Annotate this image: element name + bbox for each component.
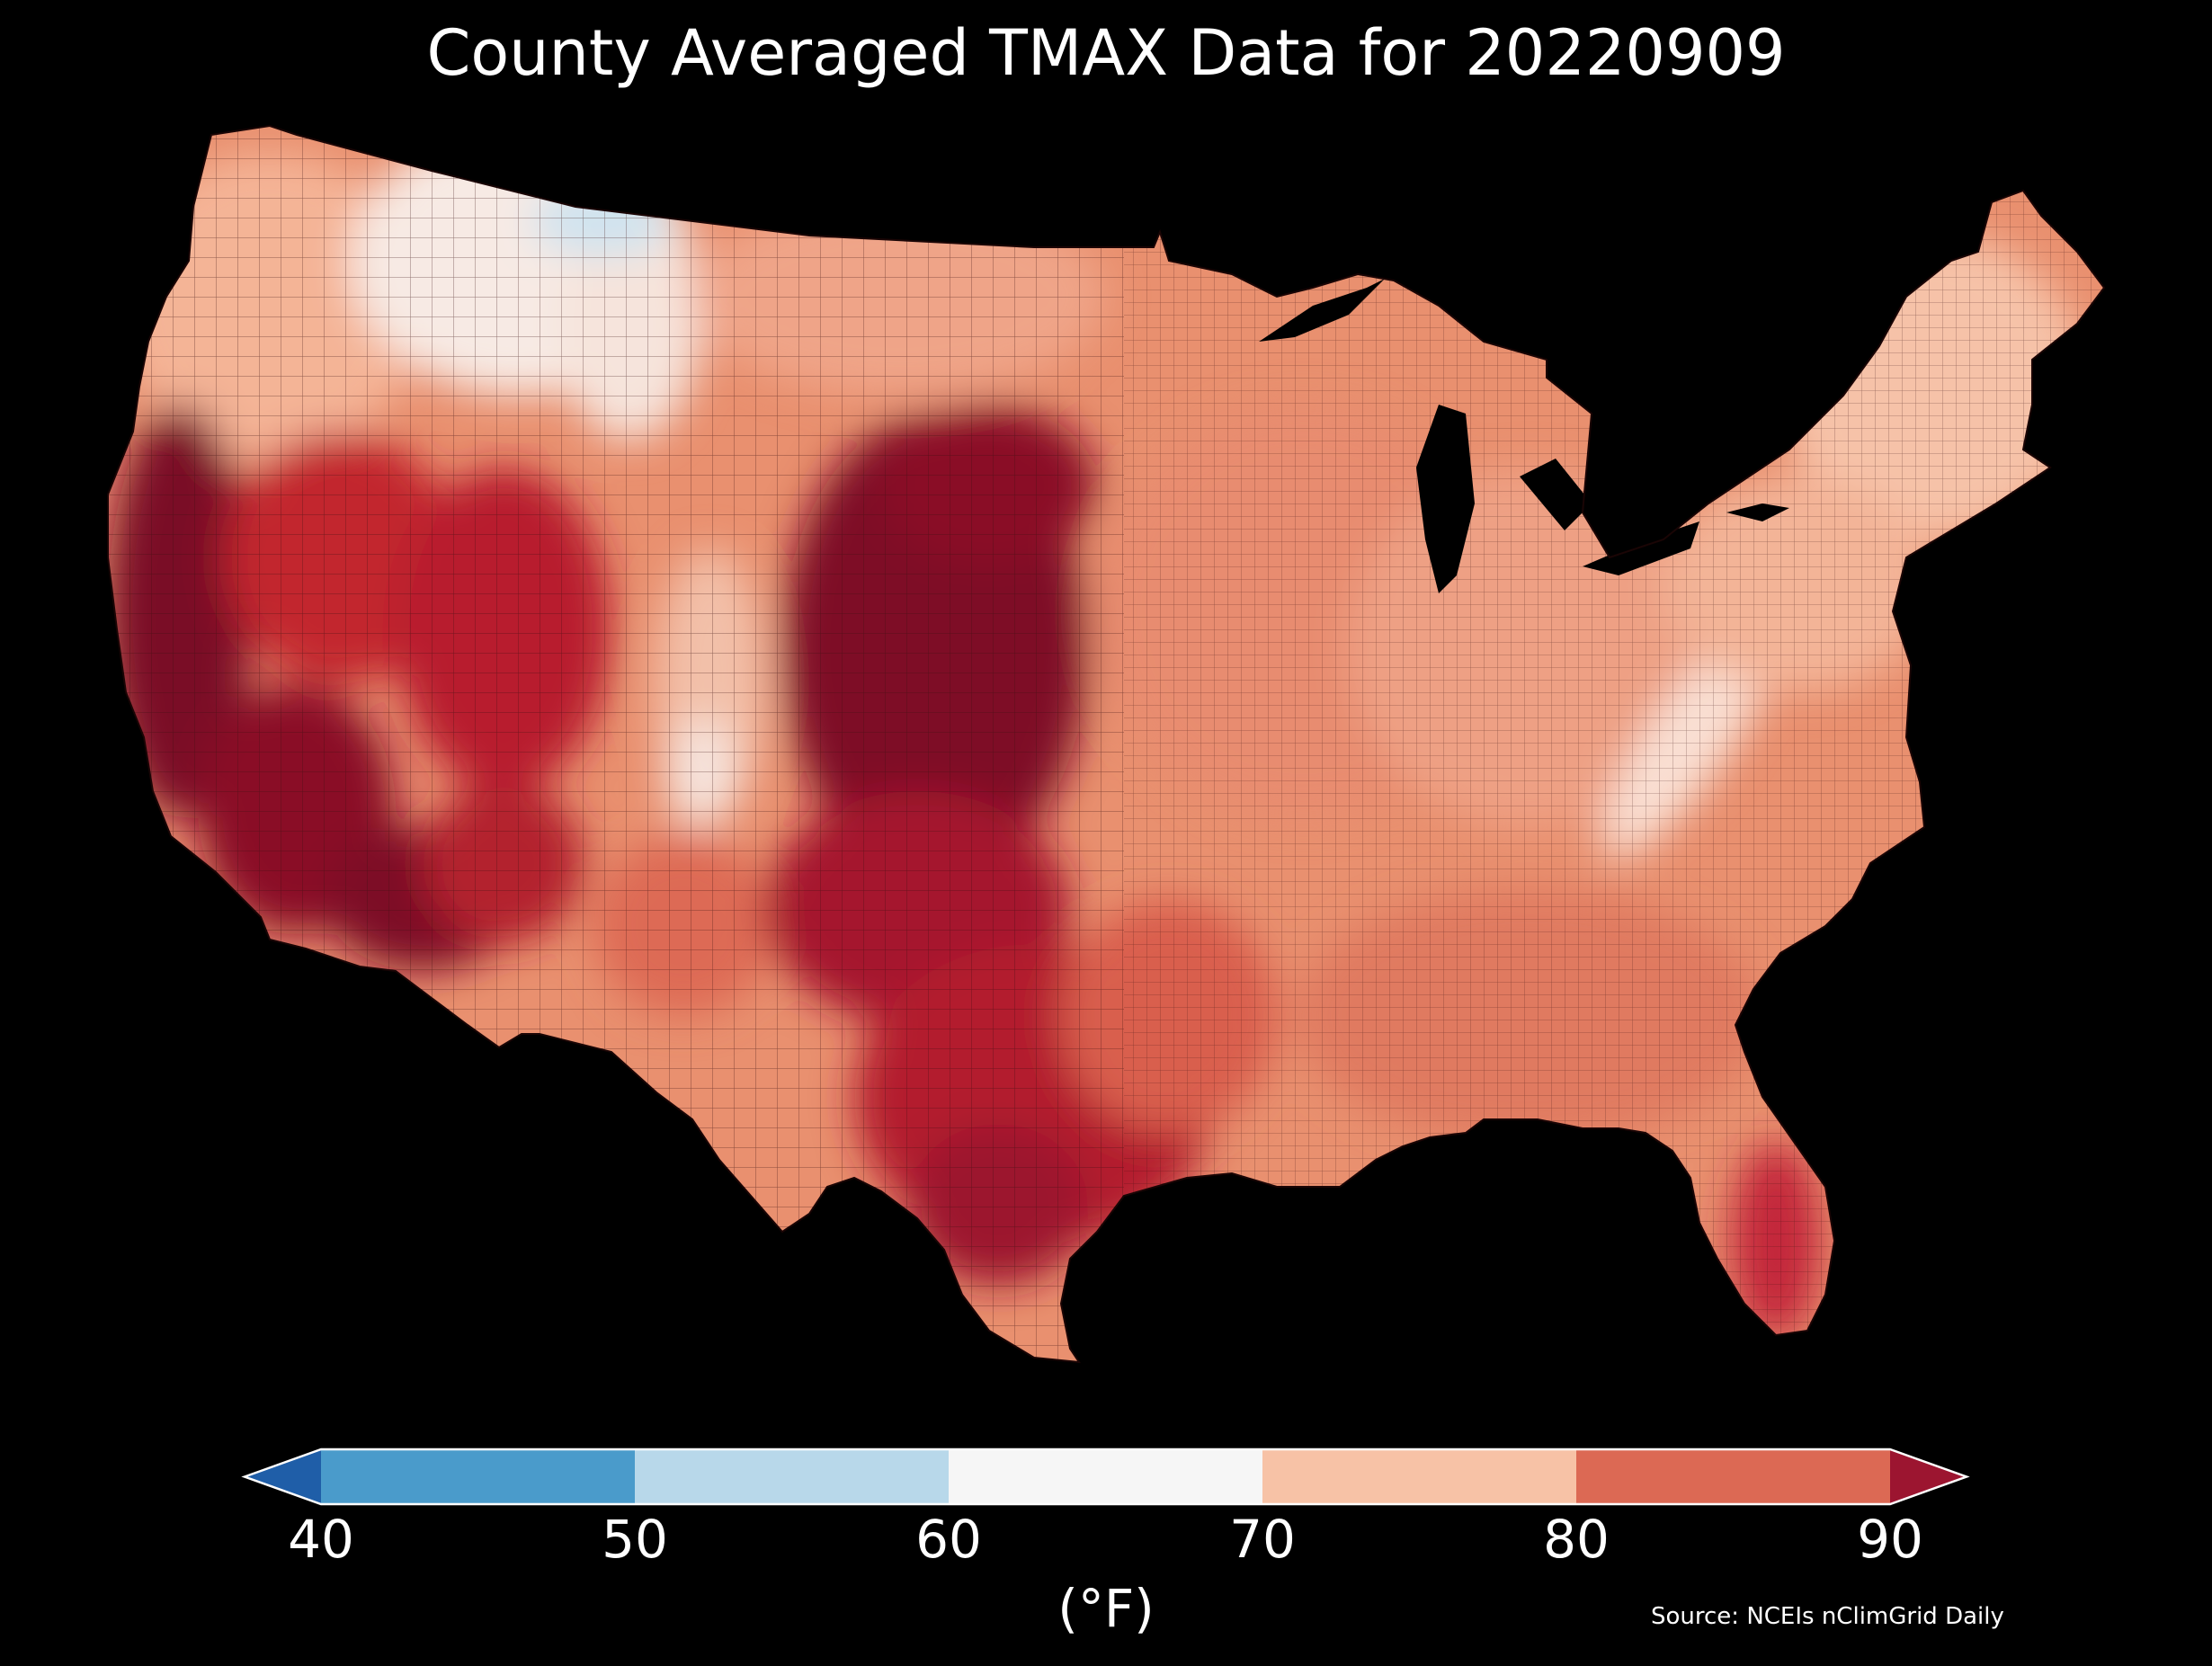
us-county-temperature-map <box>107 125 2105 1363</box>
colorbar-outline <box>241 1448 1970 1506</box>
colorbar-bin-80-90 <box>1576 1449 1891 1504</box>
colorbar-bin-70-80 <box>1262 1449 1577 1504</box>
colorbar <box>241 1448 1970 1506</box>
colorbar-unit-label: (°F) <box>1057 1578 1155 1639</box>
colorbar-tick-label: 80 <box>1543 1509 1610 1570</box>
colorbar-tick-label: 90 <box>1857 1509 1923 1570</box>
colorbar-bin-50-60 <box>635 1449 950 1504</box>
colorbar-extend-low <box>245 1449 321 1504</box>
source-attribution: Source: NCEIs nClimGrid Daily <box>1651 1603 2004 1630</box>
colorbar-tick-label: 50 <box>602 1509 668 1570</box>
map-title: County Averaged TMAX Data for 20220909 <box>426 16 1786 90</box>
colorbar-tick-label: 60 <box>915 1509 982 1570</box>
colorbar-tick-label: 70 <box>1229 1509 1296 1570</box>
colorbar-bin-60-70 <box>949 1449 1263 1504</box>
colorbar-extend-high <box>1890 1449 1967 1504</box>
colorbar-tick-label: 40 <box>288 1509 354 1570</box>
county-fill-layer <box>108 126 2104 1362</box>
colorbar-bin-40-50 <box>321 1449 636 1504</box>
